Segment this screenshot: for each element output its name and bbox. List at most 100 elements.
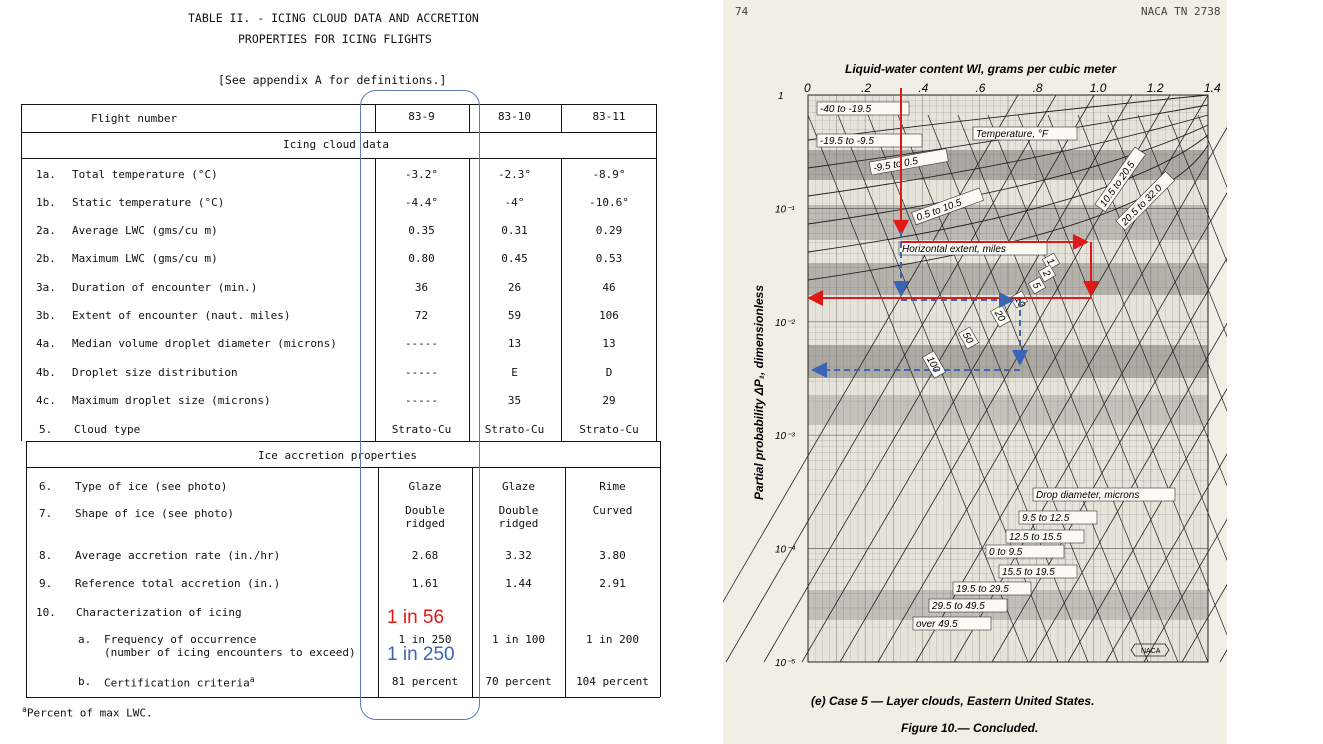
row-label: Shape of ice (see photo) [75, 507, 234, 520]
temp-label: -19.5 to -9.5 [816, 133, 923, 148]
y-tick-label: 10⁻⁴ [775, 545, 796, 556]
table-cell: 35 [507, 394, 522, 407]
table-cell: 1.44 [505, 577, 532, 590]
annotation-blue: 1 in 250 [387, 644, 455, 665]
row-label-detail: (number of icing encounters to exceed) [104, 646, 356, 659]
drop-label-text: 19.5 to 29.5 [956, 584, 1009, 595]
table-cell: 3.80 [599, 549, 626, 562]
temperature-title: Temperature, °F [972, 126, 1078, 141]
drop-label-text: 29.5 to 49.5 [931, 601, 985, 612]
report-number: NACA TN 2738 [1141, 5, 1221, 18]
extent-line [723, 94, 1019, 603]
extent-line [1029, 322, 1227, 663]
drop-line [957, 114, 1179, 663]
y-tick-label: 10⁻⁵ [775, 658, 796, 669]
table-rule [378, 467, 379, 697]
drop-line [1047, 114, 1227, 561]
temperature-curve [807, 134, 1209, 253]
table-cell: 1 in 100 [492, 633, 545, 646]
row-number: 1b. [36, 196, 56, 209]
table-cell: 0.45 [501, 252, 528, 265]
extent-label-text: 50 [960, 331, 975, 347]
x-tick-label: 1.4 [1204, 81, 1221, 95]
table-rule [561, 104, 562, 132]
row-label: Characterization of icing [76, 606, 242, 619]
drop-line [1167, 114, 1227, 263]
drop-diameter-title-text: Drop diameter, microns [1036, 490, 1139, 501]
table-cell: 0.53 [595, 252, 623, 265]
table-cell: 1.61 [411, 577, 439, 590]
figure-page: 74 NACA TN 2738 Liquid-water content Wl,… [723, 0, 1227, 744]
row-number: 10. [36, 606, 56, 619]
table-cell: 0.35 [408, 224, 435, 237]
label-box [1032, 487, 1176, 502]
label-box [985, 544, 1065, 559]
x-tick-label: .8 [1033, 81, 1043, 95]
label-box [816, 101, 910, 116]
row-label: Certification criteriaa [104, 675, 255, 690]
table-cell: 13 [507, 337, 522, 350]
table-cell: 29 [602, 394, 616, 407]
table-rule [565, 467, 566, 697]
extent-line [801, 94, 1133, 663]
temp-label: -40 to -19.5 [816, 101, 910, 116]
table-cell: 2.91 [599, 577, 626, 590]
annotation-red: 1 in 56 [387, 607, 445, 628]
table-cell: 2.68 [411, 549, 439, 562]
label-box [1041, 252, 1061, 271]
row-number: 3b. [36, 309, 56, 322]
row-number: 3a. [36, 281, 56, 294]
label-box [1094, 146, 1147, 213]
row-label: Average accretion rate (in./hr) [75, 549, 281, 562]
drop-label: over 49.5 [912, 616, 992, 631]
icing-table-page: TABLE II. - ICING CLOUD DATA AND ACCRETI… [21, 11, 661, 720]
naca-logo [1130, 643, 1170, 657]
table-cell: Double [405, 504, 445, 517]
label-box [1018, 510, 1098, 525]
y-tick-label: 1 [778, 91, 784, 102]
table-cell: 59 [507, 309, 522, 322]
top-axis-title: Liquid-water content Wl, grams per cubic… [845, 62, 1118, 76]
label-box [1037, 264, 1057, 283]
table-cell: 81 percent [391, 675, 459, 688]
temperature-curve [807, 144, 1209, 281]
row-number: 9. [39, 577, 53, 590]
horizontal-extent-title: Horizontal extent, miles [898, 241, 1048, 256]
probability-chart: Liquid-water content Wl, grams per cubic… [723, 62, 1227, 669]
table-cell: D [605, 366, 613, 379]
extent-line [1143, 518, 1227, 663]
row-label: Static temperature (°C) [72, 196, 225, 209]
footnote-text: Percent of max LWC. [26, 706, 153, 720]
table-cell: -3.2° [404, 168, 439, 181]
x-tick-label: 1.0 [1090, 81, 1107, 95]
table-rule [26, 441, 27, 697]
table-cell: 106 [599, 309, 619, 322]
label-box [1005, 529, 1085, 544]
drop-label: 0 to 9.5 [985, 544, 1065, 559]
drop-label-text: 12.5 to 15.5 [1009, 532, 1062, 543]
row-number: 1a. [36, 168, 56, 181]
table-cell: 26 [507, 281, 522, 294]
table-cell: 0.29 [595, 224, 623, 237]
horizontal-extent-title-text: Horizontal extent, miles [902, 244, 1006, 255]
row-label: Median volume droplet diameter (microns) [72, 337, 337, 350]
table-cell: Double [498, 504, 539, 517]
table-rule [472, 467, 473, 697]
row-label: Type of ice (see photo) [75, 480, 228, 493]
extent-label-text: 2 [1039, 268, 1052, 280]
table-cell: -10.6° [589, 196, 629, 209]
label-box [911, 187, 985, 226]
table-cell: 72 [414, 309, 429, 322]
table-cell: 70 percent [485, 675, 552, 688]
label-box [989, 304, 1012, 328]
drop-label-text: 15.5 to 19.5 [1002, 567, 1055, 578]
extent-line [1067, 388, 1227, 663]
x-tick-label: 1.2 [1147, 81, 1164, 95]
row-number: 4a. [36, 337, 56, 350]
extent-label: 20 [989, 304, 1012, 328]
drop-line [1137, 114, 1227, 338]
drop-diameter-title: Drop diameter, microns [1032, 487, 1176, 502]
extent-label: 50 [957, 326, 980, 350]
drop-line [987, 114, 1209, 663]
footnote-mark: a [249, 675, 255, 684]
